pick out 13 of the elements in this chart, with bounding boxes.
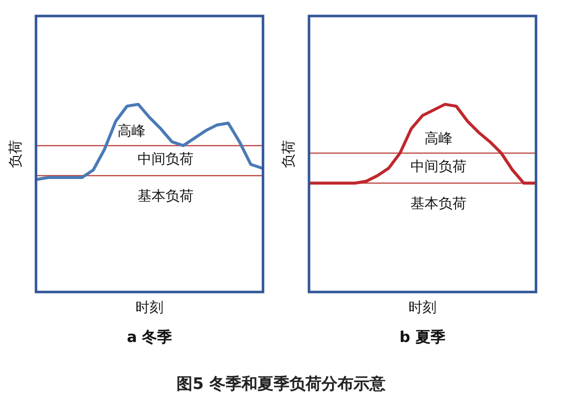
annotation: 中间负荷 [137, 151, 194, 168]
caption: 图5 冬季和夏季负荷分布示意 [176, 374, 386, 393]
y-axis-title: 负荷 [281, 140, 297, 168]
annotation: 高峰 [424, 130, 452, 147]
annotation: 基本负荷 [410, 196, 466, 212]
annotation: 高峰 [117, 123, 146, 140]
annotation: 中间负荷 [410, 158, 466, 175]
y-axis-title: 负荷 [8, 140, 24, 168]
x-axis-title: 时刻 [136, 300, 164, 316]
text: b 夏季 [400, 328, 446, 346]
annotation: 基本负荷 [137, 188, 194, 204]
x-axis-title: 时刻 [408, 300, 436, 316]
text: a 冬季 [126, 328, 172, 346]
